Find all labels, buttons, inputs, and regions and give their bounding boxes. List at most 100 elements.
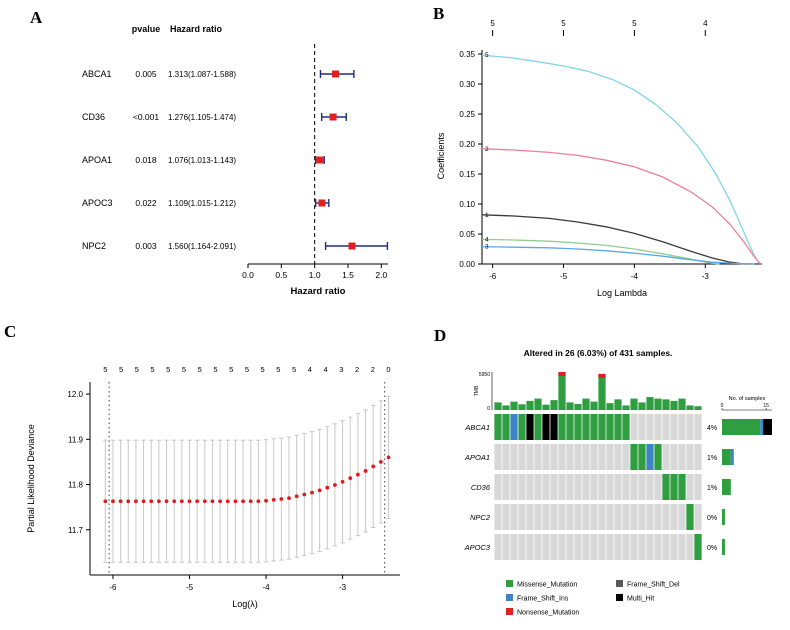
top-count-label: 5: [103, 365, 107, 374]
onco-cell-bg: [502, 444, 510, 470]
onco-cell-bg: [606, 474, 614, 500]
onco-cell: [558, 414, 566, 440]
onco-cell: [550, 414, 558, 440]
onco-cell-bg: [494, 504, 502, 530]
x-tick-label: 1.0: [309, 270, 321, 280]
onco-cell-bg: [638, 534, 646, 560]
tmb-bar: [494, 402, 502, 410]
deviance-point: [256, 499, 261, 504]
y-tick-label: 0.00: [459, 260, 475, 269]
path-label: 5: [485, 52, 489, 59]
panel-label-d: D: [434, 326, 447, 345]
onco-cell-bg: [502, 534, 510, 560]
coefficient-path: [481, 245, 755, 265]
onco-cell-bg: [566, 534, 574, 560]
onco-cell: [566, 414, 574, 440]
onco-cell-bg: [630, 414, 638, 440]
deviance-point: [294, 494, 299, 499]
onco-cell-bg: [518, 534, 526, 560]
onco-cell: [502, 414, 510, 440]
x-tick-label: -5: [560, 272, 568, 281]
legend-label: Nonsense_Mutation: [517, 610, 579, 617]
deviance-point: [317, 488, 322, 493]
onco-cell-bg: [582, 474, 590, 500]
onco-cell-bg: [518, 474, 526, 500]
x-tick-label: -6: [489, 272, 497, 281]
onco-cell-bg: [582, 444, 590, 470]
gene-label: CD36: [471, 483, 491, 492]
tmb-bar: [590, 401, 598, 410]
right-axis-tick0: 0: [721, 403, 724, 409]
top-count-label: 0: [386, 365, 390, 374]
sample-count-bar: [760, 419, 764, 435]
x-tick-label: -3: [702, 272, 710, 281]
onco-cell-bg: [542, 534, 550, 560]
sample-count-bar: [722, 509, 725, 525]
onco-cell-bg: [614, 504, 622, 530]
onco-cell-bg: [694, 414, 702, 440]
x-tick-label: -4: [631, 272, 639, 281]
onco-cell-bg: [590, 474, 598, 500]
y-tick-label: 11.9: [68, 435, 84, 444]
deviance-point: [149, 499, 154, 504]
pvalue-text: <0.001: [133, 112, 160, 122]
lasso-coefficients-panel: 0.00 0.05 0.10 0.15 0.20 0.25 0.30 0.35 -6 -5 -4 -3…: [436, 19, 762, 298]
onco-cell-bg: [526, 474, 534, 500]
y-tick-label: 12.0: [67, 390, 83, 399]
deviance-point: [179, 499, 184, 504]
onco-cell-bg: [678, 414, 686, 440]
x-axis-title: Log Lambda: [597, 288, 647, 298]
gene-pct: 1%: [707, 485, 717, 492]
deviance-point: [103, 499, 108, 504]
onco-cell-bg: [502, 504, 510, 530]
onco-cell-bg: [558, 474, 566, 500]
onco-cell-bg: [638, 474, 646, 500]
onco-cell-bg: [638, 504, 646, 530]
tmb-bar: [558, 372, 566, 410]
onco-cell-bg: [630, 474, 638, 500]
y-tick-label: 0.05: [459, 230, 475, 239]
deviance-point: [363, 469, 368, 473]
onco-cell-bg: [534, 504, 542, 530]
ci-text: 1.560(1.164-2.091): [168, 242, 236, 251]
deviance-point: [210, 499, 215, 504]
x-axis-title: Log(λ): [232, 599, 258, 609]
onco-cell-bg: [654, 534, 662, 560]
deviance-point: [164, 499, 169, 504]
y-axis-title: Partial Likelihood Deviance: [26, 424, 36, 533]
onco-cell-bg: [614, 474, 622, 500]
tmb-bar: [510, 401, 518, 410]
legend-label: Multi_Hit: [627, 596, 654, 603]
deviance-point: [172, 499, 177, 504]
onco-cell-bg: [598, 534, 606, 560]
onco-cell-bg: [550, 474, 558, 500]
top-count-label: 5: [150, 365, 154, 374]
pvalue-text: 0.003: [135, 241, 157, 251]
onco-cell: [542, 414, 550, 440]
onco-cell-bg: [654, 474, 662, 500]
tmb-bar: [686, 405, 694, 410]
y-tick-label: 0.35: [459, 50, 475, 59]
onco-cell-bg: [526, 504, 534, 530]
onco-cell-bg: [590, 504, 598, 530]
top-count-label: 2: [355, 365, 359, 374]
onco-cell: [494, 414, 502, 440]
onco-cell-bg: [694, 444, 702, 470]
cv-deviance-panel: 11.7 11.8 11.9 12.0 -6 -5 -4 -3 5 5 5 5 5 5 5 5 5 5 5 5 5 4 4 3…: [26, 365, 400, 609]
deviance-point: [325, 485, 330, 490]
tmb-bar: [654, 398, 662, 410]
y-tick-label: 0.25: [459, 110, 475, 119]
onco-cell-bg: [558, 534, 566, 560]
panel-label-a: A: [30, 8, 43, 27]
onco-cell-bg: [518, 504, 526, 530]
coefficient-path: [481, 148, 762, 265]
gene-label: ABCA1: [82, 69, 112, 79]
ci-text: 1.276(1.105-1.474): [168, 113, 236, 122]
col-header-hazard-ratio: Hazard ratio: [170, 24, 223, 34]
gene-pct: 0%: [707, 515, 717, 522]
deviance-point: [141, 499, 146, 504]
onco-cell-bg: [574, 534, 582, 560]
top-count-label: 2: [371, 365, 375, 374]
onco-cell-bg: [534, 444, 542, 470]
